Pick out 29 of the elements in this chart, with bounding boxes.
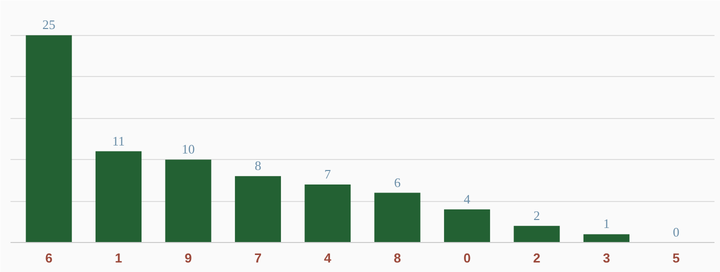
data-label: 1 [603, 216, 610, 232]
bar [374, 192, 420, 242]
x-tick-label: 0 [463, 250, 471, 266]
bar [165, 160, 212, 242]
x-tick-label: 2 [533, 250, 540, 266]
data-label: 25 [42, 17, 56, 32]
x-tick-label: 1 [114, 250, 122, 266]
x-tick-label: 7 [254, 250, 262, 266]
data-label: 8 [254, 158, 262, 174]
x-tick-label: 4 [324, 250, 332, 266]
x-tick-label: 8 [394, 250, 401, 266]
bar [96, 151, 142, 242]
x-tick-label: 3 [602, 250, 610, 266]
x-tick-label: 9 [184, 250, 192, 266]
data-label: 4 [464, 191, 471, 206]
x-tick-label: 5 [672, 250, 680, 266]
bar [234, 176, 281, 242]
bar [444, 209, 490, 242]
data-label: 0 [672, 224, 680, 240]
data-label: 6 [394, 174, 402, 190]
data-label: 7 [324, 166, 332, 182]
bar [304, 184, 351, 242]
data-label: 2 [534, 208, 540, 223]
bar [514, 226, 560, 242]
bar [583, 234, 630, 242]
data-label: 11 [112, 133, 125, 148]
bar [26, 35, 72, 242]
data-label: 10 [182, 142, 195, 157]
x-tick-label: 6 [45, 250, 52, 266]
